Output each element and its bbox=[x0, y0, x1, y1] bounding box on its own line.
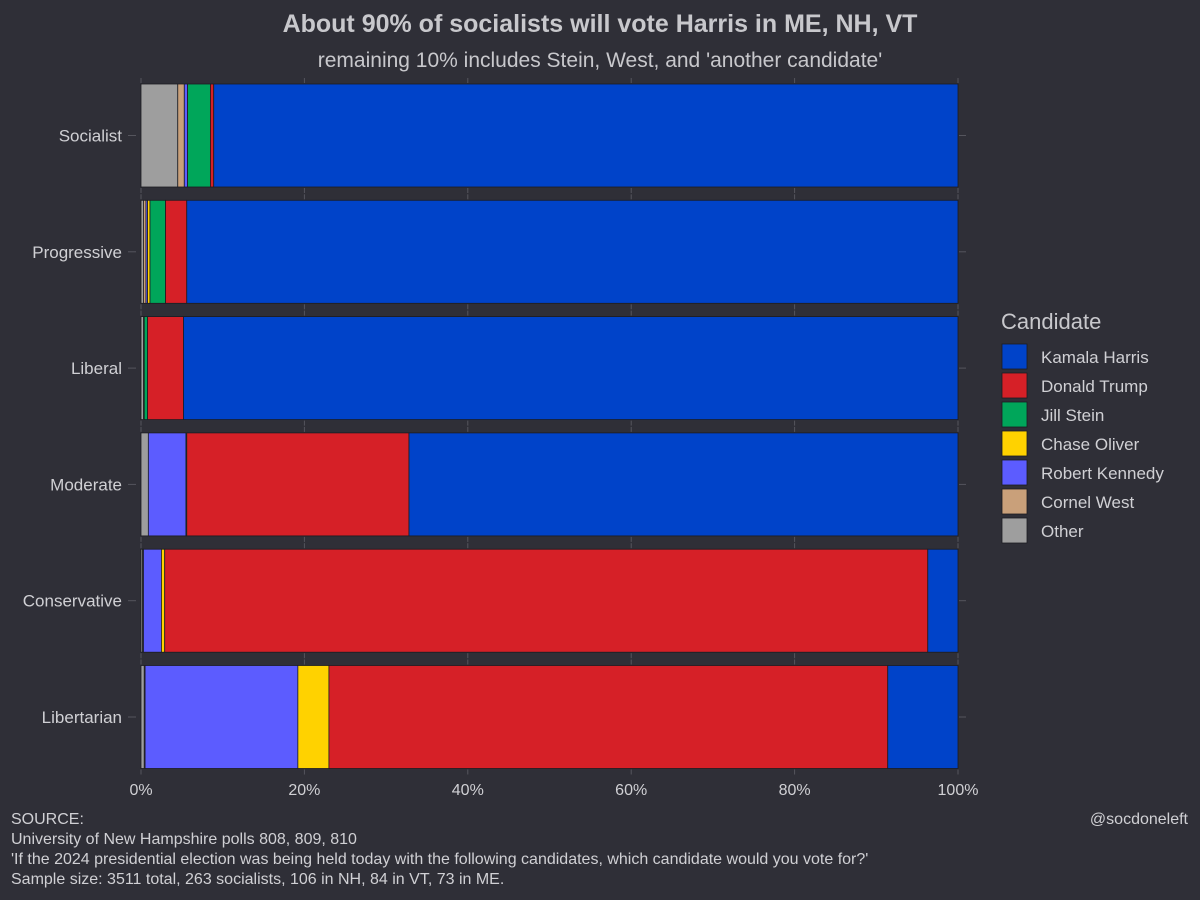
category-label: Liberal bbox=[71, 359, 122, 378]
category-label: Socialist bbox=[59, 127, 123, 146]
bar-liberal-donald-trump bbox=[147, 316, 184, 421]
legend-label-kamala-harris: Kamala Harris bbox=[1041, 348, 1149, 367]
legend-swatch-chase-oliver bbox=[1001, 430, 1028, 457]
bar-conservative-robert-kennedy bbox=[143, 548, 162, 653]
bar-moderate-kamala-harris bbox=[408, 432, 959, 537]
bar-conservative-chase-oliver bbox=[161, 548, 166, 653]
legend-swatch-robert-kennedy bbox=[1001, 459, 1028, 486]
source-line: University of New Hampshire polls 808, 8… bbox=[11, 831, 357, 848]
bar-progressive-jill-stein bbox=[149, 199, 166, 304]
chart-title: About 90% of socialists will vote Harris… bbox=[283, 10, 918, 38]
author-handle: @socdoneleft bbox=[1090, 811, 1189, 828]
legend-label-donald-trump: Donald Trump bbox=[1041, 377, 1148, 396]
category-label: Conservative bbox=[23, 592, 122, 611]
bar-libertarian-kamala-harris bbox=[887, 665, 959, 769]
legend: Candidate Kamala Harris Donald Trump Jill … bbox=[1001, 309, 1164, 544]
legend-swatch-cornel-west bbox=[1001, 488, 1028, 515]
bar-libertarian-robert-kennedy bbox=[144, 665, 299, 769]
bar-socialist-other bbox=[140, 83, 179, 188]
bar-moderate-other bbox=[140, 432, 149, 537]
bar-socialist-kamala-harris bbox=[213, 83, 959, 188]
chart-subtitle: remaining 10% includes Stein, West, and … bbox=[318, 49, 882, 72]
bar-socialist-donald-trump bbox=[210, 83, 215, 188]
bar-progressive-donald-trump bbox=[165, 199, 188, 304]
bar-socialist-robert-kennedy bbox=[183, 83, 188, 188]
x-tick-label: 40% bbox=[452, 782, 484, 799]
bar-libertarian-chase-oliver bbox=[297, 665, 330, 769]
bar-libertarian-other bbox=[140, 665, 145, 769]
legend-swatch-jill-stein bbox=[1001, 401, 1028, 428]
category-label: Moderate bbox=[50, 475, 122, 494]
bar-conservative-kamala-harris bbox=[927, 548, 959, 653]
legend-swatch-other bbox=[1001, 517, 1028, 544]
bar-conservative-donald-trump bbox=[164, 548, 929, 653]
bar-liberal-kamala-harris bbox=[183, 316, 959, 421]
bar-moderate-robert-kennedy bbox=[147, 432, 187, 537]
bar-moderate-donald-trump bbox=[186, 432, 410, 537]
category-label: Libertarian bbox=[42, 708, 122, 727]
x-tick-label: 0% bbox=[129, 782, 152, 799]
legend-label-cornel-west: Cornel West bbox=[1041, 493, 1134, 512]
x-tick-label: 60% bbox=[615, 782, 647, 799]
bar-libertarian-donald-trump bbox=[328, 665, 889, 769]
legend-label-jill-stein: Jill Stein bbox=[1041, 406, 1104, 425]
bar-socialist-jill-stein bbox=[187, 83, 211, 188]
sample-size: Sample size: 3511 total, 263 socialists,… bbox=[11, 871, 504, 888]
plot-area: Socialist Progressive Liberal Moderate Conse… bbox=[23, 78, 979, 799]
x-tick-label: 20% bbox=[288, 782, 320, 799]
source-label: SOURCE: bbox=[11, 811, 84, 828]
survey-question: 'If the 2024 presidential election was b… bbox=[11, 851, 868, 868]
bar-liberal-jill-stein bbox=[143, 316, 148, 421]
x-tick-label: 100% bbox=[938, 782, 979, 799]
legend-label-robert-kennedy: Robert Kennedy bbox=[1041, 464, 1164, 483]
legend-label-other: Other bbox=[1041, 522, 1084, 541]
footer: SOURCE: University of New Hampshire poll… bbox=[11, 811, 1189, 888]
x-tick-label: 80% bbox=[779, 782, 811, 799]
category-label: Progressive bbox=[32, 243, 122, 262]
bar-progressive-kamala-harris bbox=[186, 199, 959, 304]
bar-socialist-cornel-west bbox=[177, 83, 185, 188]
legend-swatch-kamala-harris bbox=[1001, 343, 1028, 370]
legend-swatch-donald-trump bbox=[1001, 372, 1028, 399]
legend-label-chase-oliver: Chase Oliver bbox=[1041, 435, 1140, 454]
legend-title: Candidate bbox=[1001, 309, 1101, 334]
